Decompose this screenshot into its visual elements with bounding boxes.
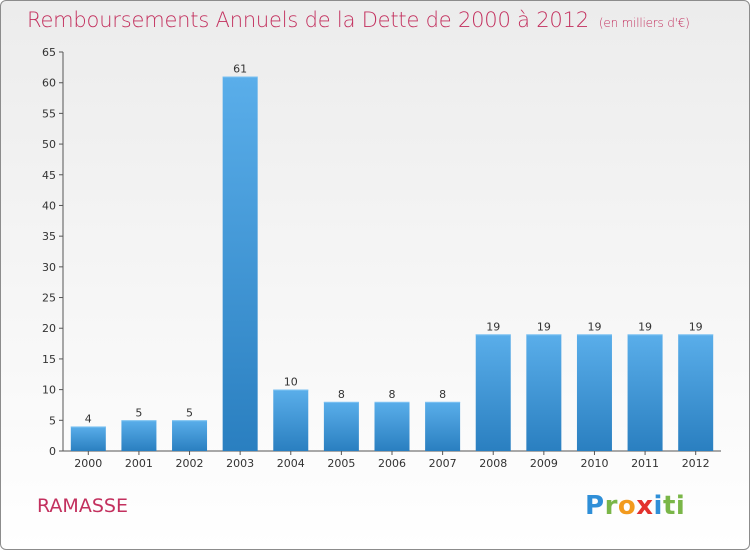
bar: [526, 334, 562, 451]
x-tick-label: 2001: [125, 457, 153, 470]
x-tick-label: 2000: [74, 457, 102, 470]
y-tick-label: 0: [49, 445, 56, 458]
x-tick-label: 2004: [277, 457, 305, 470]
logo-letter: i: [653, 491, 663, 521]
bar-value-label: 19: [638, 320, 652, 333]
y-tick-label: 40: [42, 199, 56, 212]
x-tick-label: 2009: [530, 457, 558, 470]
bar: [627, 334, 663, 451]
bar-value-label: 4: [85, 412, 92, 425]
y-tick-label: 60: [42, 77, 56, 90]
y-tick-label: 55: [42, 107, 56, 120]
y-tick-label: 15: [42, 353, 56, 366]
bar: [475, 334, 511, 451]
y-tick-label: 45: [42, 169, 56, 182]
y-tick-label: 50: [42, 138, 56, 151]
bar-value-label: 8: [338, 388, 345, 401]
title-unit: (en milliers d'€): [598, 16, 690, 30]
bar: [172, 420, 208, 451]
y-tick-label: 65: [42, 46, 56, 59]
x-tick-label: 2006: [378, 457, 406, 470]
logo-letter: r: [604, 491, 618, 521]
commune-name: RAMASSE: [37, 495, 128, 517]
x-tick-label: 2002: [176, 457, 204, 470]
y-tick-label: 25: [42, 292, 56, 305]
chart-title: Remboursements Annuels de la Dette de 20…: [27, 8, 690, 32]
bar-value-label: 8: [389, 388, 396, 401]
bar-value-label: 5: [135, 406, 142, 419]
x-tick-label: 2005: [327, 457, 355, 470]
bar-value-label: 8: [439, 388, 446, 401]
bar: [70, 426, 106, 451]
logo-letter: P: [585, 491, 605, 521]
bar: [121, 420, 157, 451]
bar: [374, 401, 410, 451]
proxiti-logo: Proxiti: [585, 491, 685, 521]
bar: [678, 334, 714, 451]
bar-value-label: 5: [186, 406, 193, 419]
bar-value-label: 19: [587, 320, 601, 333]
x-tick-label: 2003: [226, 457, 254, 470]
bar: [323, 401, 359, 451]
y-tick-label: 35: [42, 230, 56, 243]
bar: [273, 389, 309, 451]
bar-value-label: 10: [284, 376, 298, 389]
logo-letter: ti: [662, 491, 686, 521]
bar-value-label: 19: [689, 320, 703, 333]
y-tick-label: 20: [42, 322, 56, 335]
bar: [425, 401, 461, 451]
bar-value-label: 19: [486, 320, 500, 333]
title-text: Remboursements Annuels de la Dette de 20…: [27, 8, 589, 32]
x-tick-label: 2008: [479, 457, 507, 470]
bar: [222, 76, 258, 452]
x-tick-label: 2010: [580, 457, 608, 470]
bar-value-label: 19: [537, 320, 551, 333]
bar: [576, 334, 612, 451]
logo-letter: o: [617, 491, 637, 521]
x-tick-label: 2012: [682, 457, 710, 470]
y-tick-label: 5: [49, 414, 56, 427]
x-tick-label: 2007: [429, 457, 457, 470]
logo-letter: x: [636, 491, 654, 521]
bar-value-label: 61: [233, 63, 247, 76]
y-tick-label: 10: [42, 384, 56, 397]
x-tick-label: 2011: [631, 457, 659, 470]
y-tick-label: 30: [42, 261, 56, 274]
